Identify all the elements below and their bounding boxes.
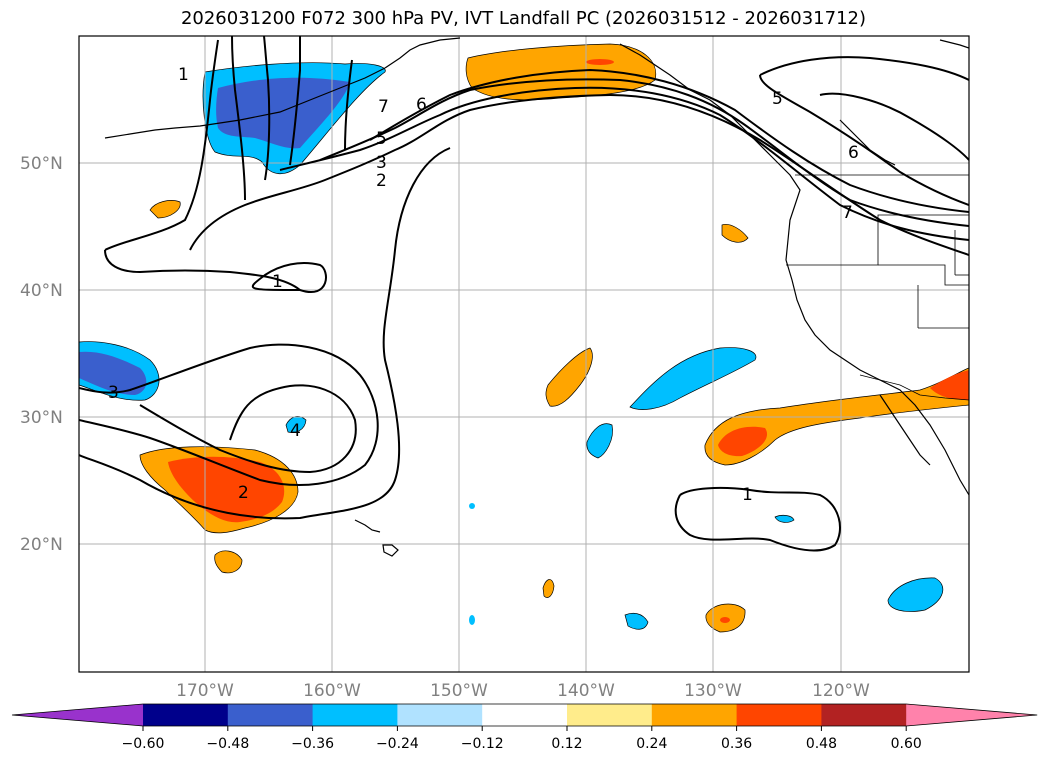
ivt-negative-west-subtropics: [79, 341, 160, 401]
contour-label: 5: [376, 129, 387, 149]
colorbar-tick-label: 0.48: [806, 736, 837, 752]
contour-label: 6: [416, 95, 427, 115]
lon-label: 160°W: [303, 681, 361, 701]
colorbar-tick-label: −0.12: [461, 736, 504, 752]
colorbar-tick-label: −0.36: [291, 736, 334, 752]
contour-label: 7: [842, 203, 853, 223]
colorbar-tick-label: 0.12: [551, 736, 582, 752]
colorbar-tick-label: −0.60: [122, 736, 165, 752]
contour-label: 7: [378, 97, 389, 117]
colorbar-segment: [397, 704, 483, 726]
lon-label: 140°W: [557, 681, 615, 701]
colorbar-segment: [567, 704, 653, 726]
lat-label: 30°N: [20, 408, 63, 428]
contour-label: 3: [108, 383, 119, 403]
longitude-labels: 170°W 160°W 150°W 140°W 130°W 120°W: [176, 681, 870, 701]
colorbar-segment: [651, 704, 738, 726]
colorbar-extend-min: [12, 704, 143, 726]
latitude-labels: 50°N 40°N 30°N 20°N: [20, 154, 63, 555]
contour-label: 2: [376, 171, 387, 191]
lat-label: 50°N: [20, 154, 63, 174]
lon-label: 120°W: [812, 681, 870, 701]
lat-label: 40°N: [20, 281, 63, 301]
colorbar-tick-label: 0.60: [891, 736, 922, 752]
contour-label: 3: [376, 153, 387, 173]
contour-label: 1: [272, 272, 283, 292]
contour-label: 1: [742, 485, 753, 505]
colorbar-tick-label: 0.36: [721, 736, 752, 752]
colorbar: −0.60 −0.48 −0.36 −0.24 −0.12 0.12 0.24 0.36 0.4…: [11, 703, 1038, 752]
lat-label: 20°N: [20, 535, 63, 555]
colorbar-segment: [821, 704, 907, 726]
colorbar-segment: [312, 704, 398, 726]
ivt-positive-west-pacific: [139, 200, 299, 574]
plot-frame: [78, 35, 970, 673]
contour-label: 2: [238, 483, 249, 503]
lon-label: 150°W: [430, 681, 488, 701]
colorbar-segment: [227, 704, 314, 726]
colorbar-tick-label: −0.48: [206, 736, 249, 752]
colorbar-segment: [482, 704, 568, 726]
colorbar-tick-label: −0.24: [376, 736, 419, 752]
colorbar-segment: [143, 704, 229, 726]
lon-label: 130°W: [684, 681, 742, 701]
ivt-negative-central-pacific: [285, 347, 944, 630]
colorbar-extend-max: [906, 704, 1038, 726]
contour-label: 6: [848, 143, 859, 163]
pv-contours: [79, 36, 969, 552]
contour-label: 4: [290, 421, 301, 441]
pv-contour-labels: 1 1 1 2 2 3 3 4 5 5 6 6 7 7: [108, 65, 859, 505]
ivt-negative-aleutian: [202, 62, 386, 174]
colorbar-tick-label: 0.24: [636, 736, 667, 752]
contour-label: 5: [772, 89, 783, 109]
colorbar-segment: [736, 704, 822, 726]
lon-label: 170°W: [176, 681, 234, 701]
contour-label: 1: [178, 65, 189, 85]
chart-title: 2026031200 F072 300 hPa PV, IVT Landfall…: [180, 8, 867, 29]
